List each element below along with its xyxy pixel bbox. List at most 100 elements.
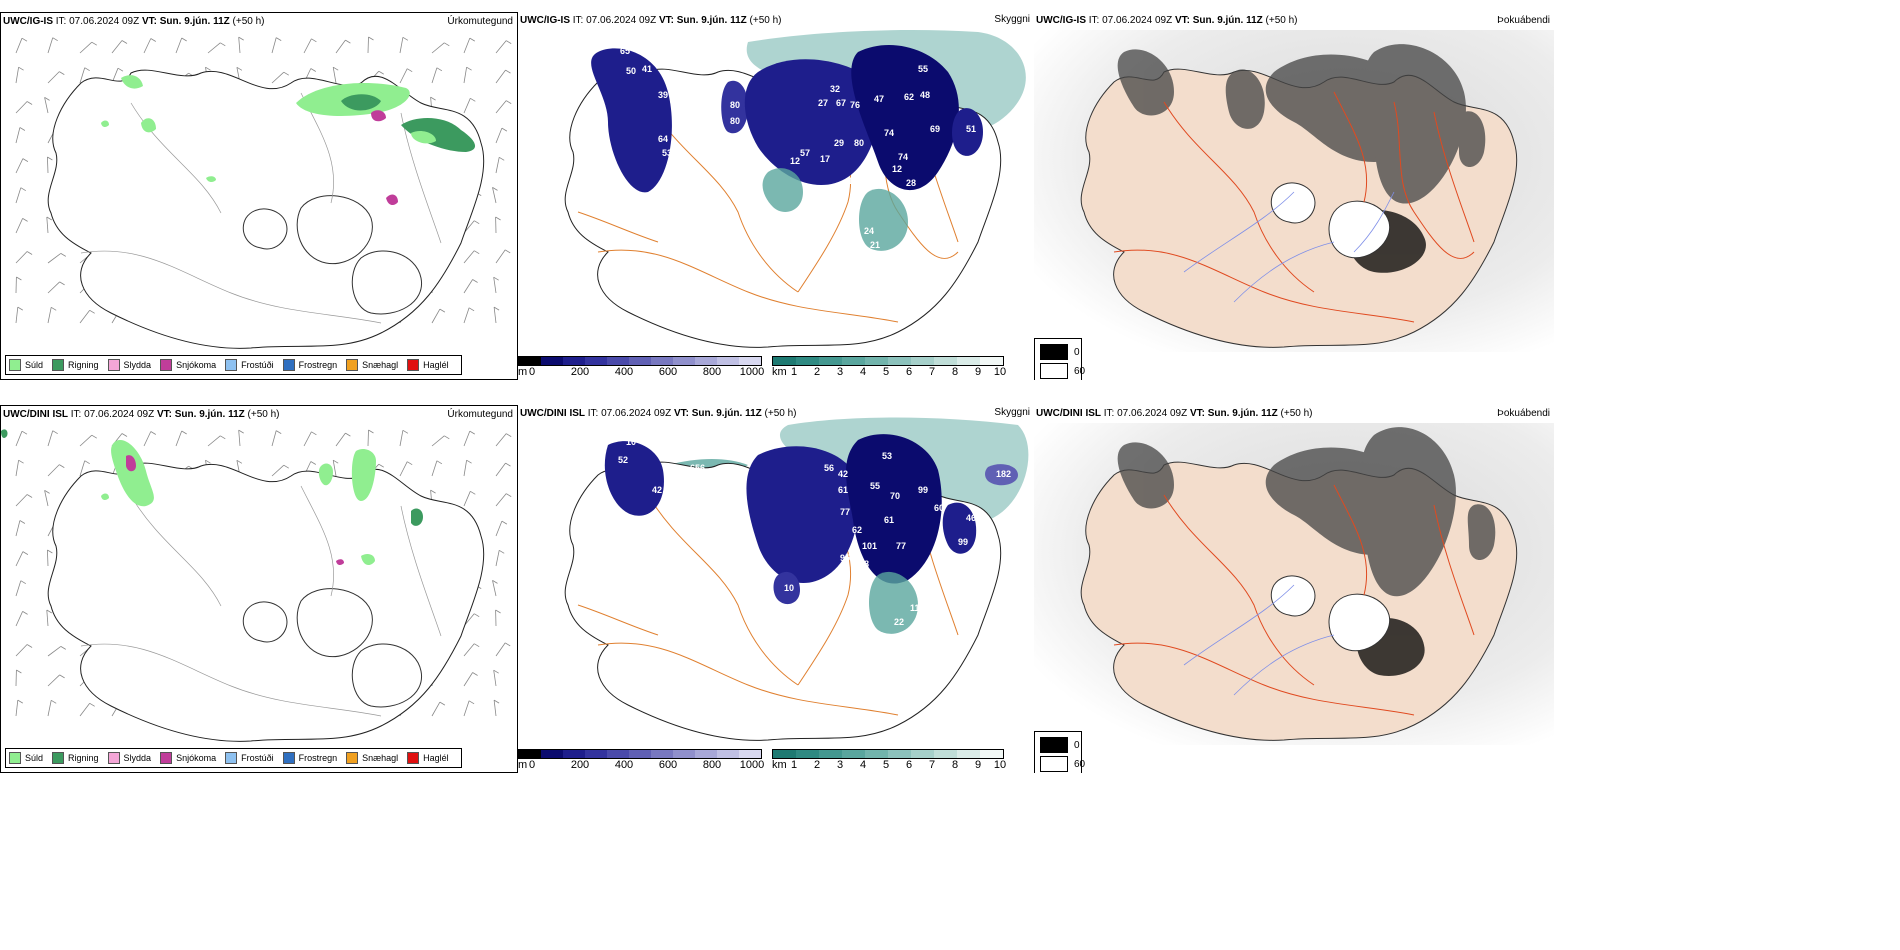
panel-header: UWC/DINI ISL IT: 07.06.2024 09Z VT: Sun.…: [3, 409, 280, 420]
legend-item: Slydda: [107, 359, 151, 371]
tick-label: 8: [951, 366, 959, 378]
legend-swatch: [107, 359, 120, 371]
legend-swatch: [52, 359, 65, 371]
visibility-colorbar: km 1 2 3 4 5 6 7 8 9 10: [772, 749, 1008, 771]
legend-swatch: [407, 359, 420, 371]
tick-label: 4: [859, 759, 867, 771]
panel-header: UWC/IG-IS IT: 07.06.2024 09Z VT: Sun. 9.…: [3, 16, 265, 27]
precip-type-panel-top: UWC/IG-IS IT: 07.06.2024 09Z VT: Sun. 9.…: [0, 12, 518, 380]
tick-label: 7: [928, 366, 936, 378]
roads: [1113, 91, 1475, 323]
legend-item: Haglél: [407, 359, 449, 371]
glacier-outline: [242, 208, 288, 250]
rivers: [1183, 191, 1395, 303]
tick-label: 200: [570, 366, 590, 378]
vis-label: 99: [918, 485, 928, 495]
tick-label: 600: [658, 366, 678, 378]
fog-panel-bottom: UWC/DINI ISL IT: 07.06.2024 09Z VT: Sun.…: [1034, 405, 1554, 773]
vis-label: 656: [690, 463, 705, 473]
legend-item: Snæhagl: [346, 752, 398, 764]
vis-label: 47: [874, 94, 884, 104]
tick-label: 1000: [739, 759, 765, 771]
fog-shading: [1117, 44, 1486, 273]
vis-label: 17: [820, 154, 830, 164]
fog-legend-row: 60: [1040, 756, 1085, 772]
glacier-outline: [242, 601, 288, 643]
legend-item: Rigning: [52, 752, 99, 764]
legend-item: Frostúði: [225, 752, 274, 764]
tick-label: 1: [790, 366, 798, 378]
legend-swatch: [225, 359, 238, 371]
vis-label: 60: [934, 503, 944, 513]
tick-label: 6: [905, 759, 913, 771]
fog-map: [1034, 423, 1554, 745]
precip-patches: [101, 75, 476, 206]
vis-label: 21: [870, 240, 880, 250]
ceiling-colorbar-strip: [518, 749, 762, 759]
vis-label: 101: [862, 541, 877, 551]
legend-item: Rigning: [52, 359, 99, 371]
tick-label: 10: [993, 759, 1007, 771]
vis-label: 15: [848, 176, 858, 186]
tick-label: 800: [702, 759, 722, 771]
vis-label: 24: [864, 226, 874, 236]
glacier-white: [1270, 182, 1316, 224]
roads: [577, 484, 959, 716]
tick-label: 1000: [739, 366, 765, 378]
legend-swatch: [9, 752, 21, 764]
vis-label: 77: [896, 541, 906, 551]
vis-label: 74: [898, 152, 908, 162]
vis-label: 12: [790, 156, 800, 166]
vis-label: 62: [852, 525, 862, 535]
vis-label: 22: [894, 617, 904, 627]
vis-label: 39: [658, 90, 668, 100]
visibility-colorbar-strip: [772, 749, 1004, 759]
vis-label: 53: [662, 148, 672, 158]
legend-swatch: [282, 752, 295, 764]
legend-item: Haglél: [407, 752, 449, 764]
iceland-map: [1, 429, 512, 742]
fog-shading: [1117, 427, 1496, 676]
legend-item: Frostregn: [282, 752, 337, 764]
fog-legend-swatch: [1040, 363, 1068, 379]
glacier-white: [1328, 593, 1391, 652]
legend-item: Snæhagl: [346, 359, 398, 371]
vis-label: 11: [816, 204, 826, 214]
tick-label: 200: [570, 759, 590, 771]
visibility-unit: km: [772, 366, 787, 378]
legend-swatch: [160, 752, 173, 764]
legend-item: Frostregn: [282, 359, 337, 371]
glacier-white: [1270, 575, 1316, 617]
legend-swatch: [346, 752, 359, 764]
legend-swatch: [225, 752, 238, 764]
vis-label: 55: [918, 64, 928, 74]
legend-item: Súld: [9, 752, 43, 764]
tick-label: 600: [658, 759, 678, 771]
tick-label: 400: [614, 366, 634, 378]
vis-label: 182: [996, 469, 1011, 479]
rivers: [1183, 584, 1335, 696]
tick-label: 800: [702, 366, 722, 378]
tick-label: 9: [974, 366, 982, 378]
vis-label: 29: [834, 138, 844, 148]
vis-label: 52: [618, 455, 628, 465]
roads: [1113, 484, 1475, 716]
precip-type-legend: Súld Rigning Slydda Snjókoma Frostúði Fr…: [5, 748, 462, 768]
vis-label: 57: [800, 148, 810, 158]
glacier-white: [1328, 200, 1391, 259]
visibility-unit: km: [772, 759, 787, 771]
ceiling-unit: m: [518, 759, 528, 771]
fog-legend-row: 60: [1040, 363, 1085, 379]
iceland-map: 10 52 42 43 656 56 42 61 53 55 70 99 60 …: [564, 417, 1029, 741]
ceiling-patches: [604, 434, 977, 634]
visibility-colorbar-strip: [772, 356, 1004, 366]
tick-label: 2: [813, 759, 821, 771]
tick-label: 4: [859, 366, 867, 378]
tick-label: 5: [882, 759, 890, 771]
vis-label: 65: [620, 46, 630, 56]
panel-header: UWC/DINI ISL IT: 07.06.2024 09Z VT: Sun.…: [1036, 408, 1313, 419]
precip-type-panel-bottom: UWC/DINI ISL IT: 07.06.2024 09Z VT: Sun.…: [0, 405, 518, 773]
visibility-panel-bottom: UWC/DINI ISL IT: 07.06.2024 09Z VT: Sun.…: [518, 405, 1034, 773]
visibility-values-top: 65 50 41 39 39 64 53 80 80 32 27 76 67 4…: [620, 46, 976, 250]
vis-label: 110: [910, 603, 925, 613]
